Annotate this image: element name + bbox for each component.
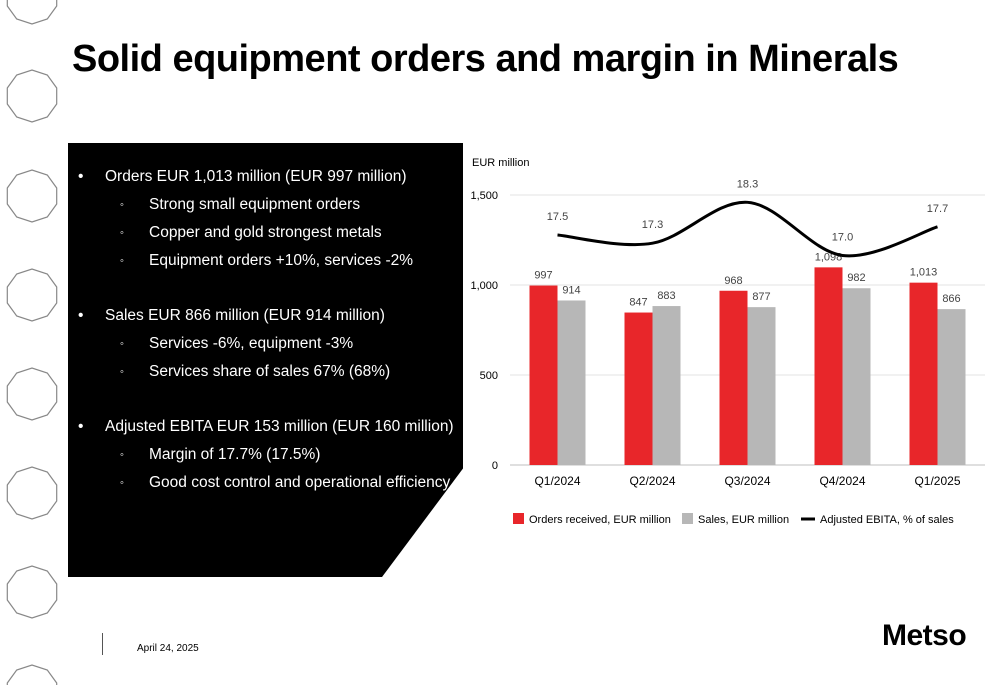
orders-bar (529, 285, 558, 465)
x-category-label: Q3/2024 (724, 474, 770, 488)
x-category-label: Q4/2024 (819, 474, 865, 488)
decorative-decagon (6, 466, 58, 520)
legend-orders-swatch (513, 513, 524, 524)
sub-bullet-item: ◦ Strong small equipment orders (76, 194, 456, 222)
sales-bar (842, 288, 871, 465)
bullet-text: Sales EUR 866 million (EUR 914 million) (105, 307, 385, 324)
decorative-polygon-column (6, 0, 58, 685)
decorative-decagon (6, 565, 58, 619)
sales-bar-label: 883 (657, 290, 675, 302)
orders-bar-label: 968 (724, 275, 742, 287)
legend-ebita-label: Adjusted EBITA, % of sales (820, 514, 954, 526)
y-tick-label: 500 (480, 370, 498, 382)
legend-orders-label: Orders received, EUR million (529, 514, 671, 526)
footer-date: April 24, 2025 (137, 643, 199, 654)
bullet-text: Strong small equipment orders (149, 196, 361, 213)
chart-unit-label: EUR million (472, 157, 529, 169)
sales-bar-label: 914 (562, 284, 580, 296)
sales-bar-label: 866 (942, 293, 960, 305)
y-tick-label: 1,000 (470, 280, 498, 292)
orders-bar (909, 282, 938, 465)
y-tick-label: 1,500 (470, 190, 498, 202)
x-category-label: Q1/2025 (914, 474, 960, 488)
ebita-margin-label: 17.5 (547, 211, 568, 223)
legend-sales-swatch (682, 513, 693, 524)
decorative-decagon (6, 664, 58, 685)
orders-bar-label: 847 (629, 297, 647, 309)
bullet-dot-icon: • (78, 418, 84, 435)
orders-bar (719, 290, 748, 465)
bullet-item: • Sales EUR 866 million (EUR 914 million) (76, 305, 456, 333)
bullet-text: Adjusted EBITA EUR 153 million (EUR 160 … (105, 418, 454, 435)
sub-bullet-item: ◦ Copper and gold strongest metals (76, 222, 456, 250)
decorative-decagon (6, 169, 58, 223)
bullet-text: Good cost control and operational effici… (149, 474, 451, 491)
bullet-text: Orders EUR 1,013 million (EUR 997 millio… (105, 168, 407, 185)
page-title: Solid equipment orders and margin in Min… (72, 38, 899, 80)
ebita-margin-label: 18.3 (737, 178, 758, 190)
decorative-decagon (6, 367, 58, 421)
bullet-circle-icon: ◦ (120, 449, 124, 461)
bullet-circle-icon: ◦ (120, 338, 124, 350)
sales-bar (747, 307, 776, 465)
sub-bullet-item: ◦ Good cost control and operational effic… (76, 472, 456, 500)
orders-bar (814, 267, 843, 465)
bullet-panel (68, 143, 463, 577)
decorative-decagon (6, 69, 58, 123)
bullet-text: Equipment orders +10%, services -2% (149, 252, 414, 269)
legend-sales-label: Sales, EUR million (698, 514, 789, 526)
bullet-spacer (76, 389, 456, 416)
sales-bar (557, 300, 586, 465)
bullet-text: Copper and gold strongest metals (149, 224, 382, 241)
ebita-margin-label: 17.3 (642, 219, 663, 231)
orders-bar-label: 1,098 (815, 251, 843, 263)
bullet-text: Services share of sales 67% (68%) (149, 363, 391, 380)
bullet-spacer (76, 278, 456, 305)
x-category-label: Q1/2024 (534, 474, 580, 488)
sales-bar (652, 306, 681, 465)
orders-bar-label: 1,013 (910, 267, 938, 279)
ebita-margin-label: 17.7 (927, 203, 948, 215)
bullet-circle-icon: ◦ (120, 366, 124, 378)
sales-bar-label: 877 (752, 291, 770, 303)
y-tick-label: 0 (492, 460, 498, 472)
ebita-margin-line (557, 200, 938, 258)
orders-bar-label: 997 (534, 270, 552, 282)
bullet-item: • Adjusted EBITA EUR 153 million (EUR 160… (76, 416, 456, 444)
orders-sales-chart: EUR million 0 500 1,000 1,500 997 914 Q1/2024 84… (470, 157, 985, 526)
bullet-item: • Orders EUR 1,013 million (EUR 997 milli… (76, 166, 456, 194)
sub-bullet-item: ◦ Services -6%, equipment -3% (76, 333, 456, 361)
x-category-label: Q2/2024 (629, 474, 675, 488)
ebita-margin-label: 17.0 (832, 231, 853, 243)
bullet-circle-icon: ◦ (120, 227, 124, 239)
bullet-dot-icon: • (78, 168, 84, 185)
sub-bullet-item: ◦ Equipment orders +10%, services -2% (76, 250, 456, 278)
bullet-circle-icon: ◦ (120, 477, 124, 489)
bullet-dot-icon: • (78, 307, 84, 324)
sales-bar (937, 309, 966, 465)
sub-bullet-item: ◦ Margin of 17.7% (17.5%) (76, 444, 456, 472)
bullet-text: Margin of 17.7% (17.5%) (149, 446, 321, 463)
decorative-decagon (6, 0, 58, 25)
bullet-circle-icon: ◦ (120, 255, 124, 267)
decorative-decagon (6, 268, 58, 322)
sales-bar-label: 982 (847, 272, 865, 284)
bullet-circle-icon: ◦ (120, 199, 124, 211)
metso-logo: Metso (882, 619, 967, 652)
sub-bullet-item: ◦ Services share of sales 67% (68%) (76, 361, 456, 389)
orders-bar (624, 312, 653, 465)
bullet-text: Services -6%, equipment -3% (149, 335, 354, 352)
footer-divider (102, 633, 103, 655)
bullet-list: • Orders EUR 1,013 million (EUR 997 milli… (76, 166, 456, 500)
